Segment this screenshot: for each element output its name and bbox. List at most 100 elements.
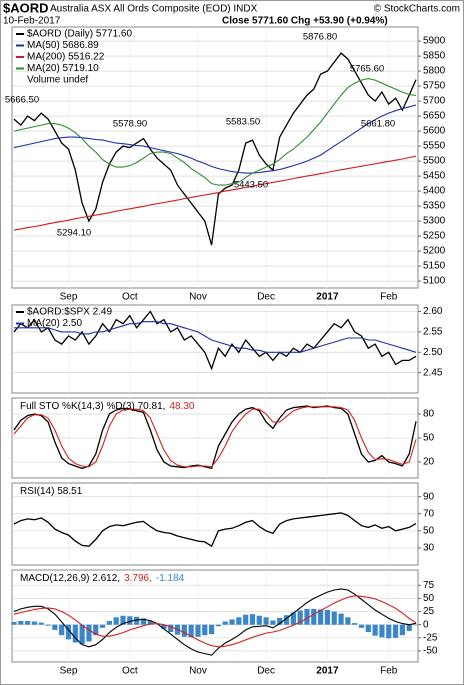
histogram-bar bbox=[222, 621, 228, 625]
price-annotation: 5294.10 bbox=[57, 228, 91, 239]
legend-label: MA(20) 5719.10 bbox=[27, 63, 99, 74]
series-line bbox=[13, 52, 417, 246]
y-tick-label: 5450 bbox=[423, 171, 446, 182]
y-tick-label: 90 bbox=[423, 491, 435, 502]
histogram-bar bbox=[195, 624, 201, 637]
histogram-bar bbox=[318, 609, 324, 625]
price-annotation: 5443.50 bbox=[234, 180, 268, 191]
histogram-bar bbox=[406, 624, 412, 631]
y-tick-label: 5100 bbox=[423, 276, 446, 287]
histogram-bar bbox=[86, 624, 92, 642]
y-tick-label: -25 bbox=[423, 632, 438, 643]
histogram-bar bbox=[38, 622, 44, 625]
histogram-bar bbox=[311, 608, 317, 625]
y-tick-label: 25 bbox=[423, 606, 435, 617]
histogram-bar bbox=[113, 617, 119, 625]
y-tick-label: 0 bbox=[423, 619, 429, 630]
histogram-bar bbox=[120, 615, 126, 625]
histogram-bar bbox=[31, 621, 38, 625]
credit: © StockCharts.com bbox=[374, 4, 460, 15]
legend-label: Full STO %K(14,3) %D(3) 70.81, bbox=[20, 401, 165, 412]
histogram-bar bbox=[277, 617, 283, 625]
y-tick-label: 5300 bbox=[423, 216, 446, 227]
legend-note: Volume undef bbox=[27, 75, 88, 86]
y-tick-label: 5350 bbox=[423, 201, 446, 212]
histogram-bar bbox=[365, 624, 371, 633]
legend: Full STO %K(14,3) %D(3) 70.81, 48.30 bbox=[20, 401, 195, 412]
y-tick-label: 5650 bbox=[423, 111, 446, 122]
security-name: Australia ASX All Ords Composite (EOD) I… bbox=[50, 4, 258, 15]
legend-label: MACD(12,26,9) 2.612, bbox=[20, 573, 120, 584]
histogram-bar bbox=[270, 620, 276, 625]
date: 10-Feb-2017 bbox=[3, 16, 61, 27]
histogram-bar bbox=[72, 624, 78, 643]
series-line bbox=[13, 155, 417, 231]
x-tick-label: Sep bbox=[60, 292, 78, 303]
series-line bbox=[14, 321, 417, 353]
y-tick-label: 5900 bbox=[423, 36, 446, 47]
legend-label: MA(50) 5686.89 bbox=[27, 40, 99, 51]
histogram-bar bbox=[99, 624, 106, 628]
x-tick-label: Oct bbox=[122, 292, 138, 303]
y-tick-label: 30 bbox=[423, 543, 435, 554]
histogram-bar bbox=[134, 616, 140, 625]
histogram-bar bbox=[59, 624, 65, 636]
histogram-bar bbox=[202, 624, 208, 636]
series-line bbox=[13, 588, 417, 656]
y-tick-label: 2.60 bbox=[423, 306, 443, 317]
histogram-bar bbox=[338, 613, 344, 625]
histogram-bar bbox=[168, 624, 174, 633]
histogram-bar bbox=[127, 616, 133, 625]
histogram-bar bbox=[25, 620, 31, 625]
legend-label: $AORD:$SPX 2.49 bbox=[27, 307, 112, 318]
price-annotation: 5583.50 bbox=[226, 117, 260, 128]
histogram-bar bbox=[65, 624, 72, 640]
y-tick-label: 75 bbox=[423, 580, 435, 591]
series-line bbox=[13, 595, 417, 648]
x-tick-label: Oct bbox=[122, 666, 138, 677]
histogram-bar bbox=[18, 620, 24, 625]
histogram-bar bbox=[79, 624, 85, 645]
histogram-bar bbox=[331, 611, 337, 625]
y-tick-label: 5600 bbox=[423, 126, 446, 137]
y-tick-label: 5550 bbox=[423, 141, 446, 152]
histogram-bar bbox=[45, 624, 51, 626]
histogram-bar bbox=[236, 617, 242, 625]
y-tick-label: 5850 bbox=[423, 51, 446, 62]
histogram-bar bbox=[147, 620, 153, 625]
legend-label: MA(200) 5516.22 bbox=[27, 52, 105, 63]
histogram-bar bbox=[392, 624, 399, 638]
symbol: $AORD bbox=[3, 0, 49, 15]
series-line bbox=[13, 78, 417, 186]
histogram-bar bbox=[399, 624, 405, 636]
histogram-bar bbox=[208, 624, 215, 635]
legend: RSI(14) 58.51 bbox=[20, 486, 83, 497]
price-annotation: 5661.80 bbox=[361, 119, 395, 130]
legend-label: MA(20) 2.50 bbox=[27, 318, 82, 329]
panel-frame bbox=[11, 569, 419, 663]
histogram-bar bbox=[263, 617, 269, 625]
histogram-bar bbox=[386, 624, 392, 639]
y-tick-label: 80 bbox=[423, 409, 435, 420]
legend: MACD(12,26,9) 2.612, 3.796, -1.184 bbox=[20, 573, 185, 584]
price-annotation: 5876.80 bbox=[303, 32, 337, 43]
histogram-bar bbox=[161, 624, 167, 629]
y-tick-label: 50 bbox=[423, 433, 435, 444]
y-tick-label: 2.45 bbox=[423, 367, 443, 378]
y-tick-label: -50 bbox=[423, 646, 438, 657]
legend-label: RSI(14) 58.51 bbox=[20, 486, 83, 497]
x-tick-label: Nov bbox=[189, 666, 207, 677]
panel-frame bbox=[11, 26, 419, 289]
histogram-bar bbox=[106, 620, 112, 625]
x-tick-label: Nov bbox=[189, 292, 207, 303]
series-line bbox=[13, 405, 417, 470]
histogram-bar bbox=[188, 624, 194, 638]
price-annotation: 5666.50 bbox=[5, 95, 39, 106]
histogram-bar bbox=[372, 624, 378, 636]
histogram-bar bbox=[52, 624, 58, 630]
histogram-bar bbox=[181, 624, 187, 637]
histogram-bar bbox=[11, 622, 17, 625]
x-tick-label: Feb bbox=[380, 292, 398, 303]
x-tick-label: 2017 bbox=[316, 292, 339, 303]
